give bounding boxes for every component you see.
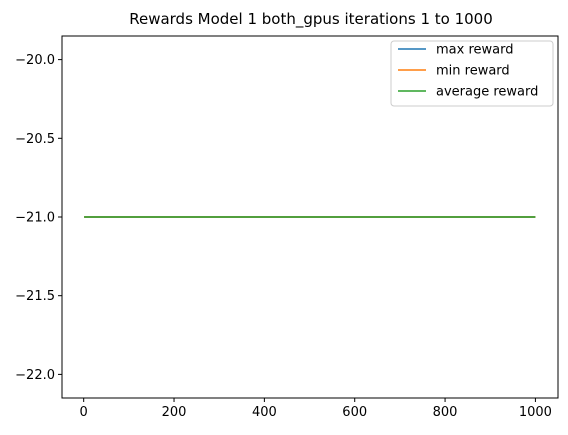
y-tick-label: −20.5 [15,132,55,147]
legend-label-1: min reward [436,64,510,79]
x-tick-label: 1000 [519,405,552,420]
legend-label-0: max reward [436,43,513,58]
x-tick-label: 400 [252,405,277,420]
y-tick-label: −20.0 [15,53,55,68]
x-tick-label: 800 [433,405,458,420]
legend-box [390,40,554,107]
y-tick-label: −21.0 [15,211,55,226]
legend: max reward min reward average reward [390,40,554,107]
y-tick-label: −21.5 [15,289,55,304]
x-tick-label: 0 [80,405,88,420]
x-tick-label: 600 [342,405,367,420]
y-tick-label: −22.0 [15,368,55,383]
y-axis-ticks: −20.0 −20.5 −21.0 −21.5 −22.0 [15,53,62,383]
chart-title: Rewards Model 1 both_gpus iterations 1 t… [129,10,493,29]
legend-label-2: average reward [436,85,538,100]
x-tick-label: 200 [162,405,187,420]
x-axis-ticks: 0 200 400 600 800 1000 [80,398,552,420]
